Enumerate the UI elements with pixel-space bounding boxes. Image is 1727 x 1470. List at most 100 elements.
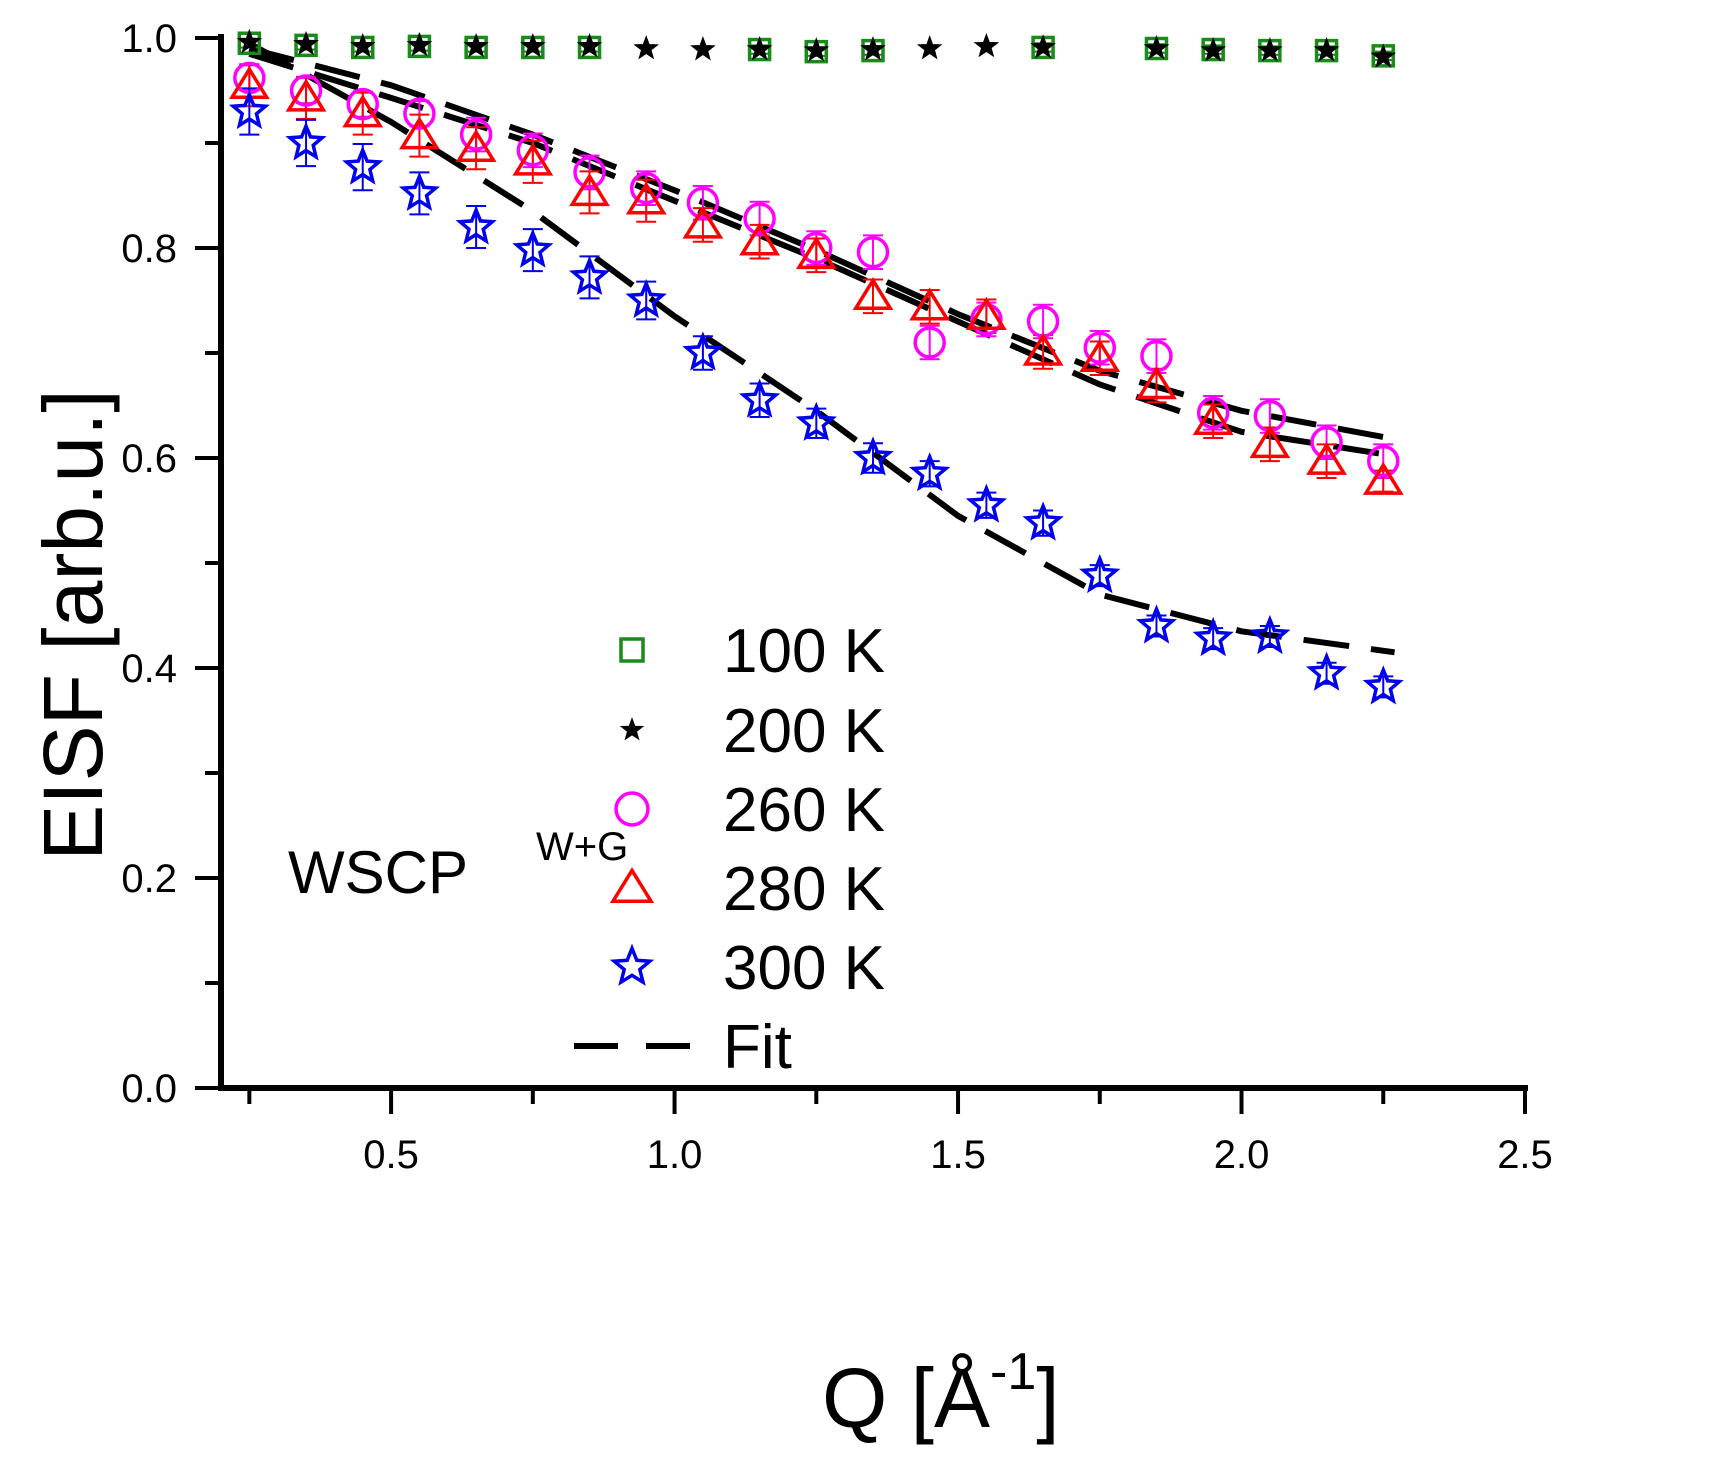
legend-label: 260 K: [723, 776, 885, 845]
data-point: [398, 171, 441, 212]
data-point: [739, 222, 781, 256]
y-tick-label: 0.6: [121, 437, 177, 481]
data-point: [1143, 35, 1170, 60]
x-axis-label-exponent: -1: [990, 1343, 1036, 1401]
data-point: [512, 142, 554, 176]
data-point: [795, 401, 837, 441]
data-point: [1083, 331, 1117, 364]
data-point: [913, 326, 946, 359]
y-tick-label: 0.8: [121, 227, 177, 271]
y-tick-label: 1.0: [121, 17, 177, 61]
data-point: [403, 97, 436, 130]
data-point: [1200, 37, 1226, 62]
legend: 100 K 200 K 260 K 280 K 300 K Fit: [574, 617, 885, 1082]
data-point: [682, 331, 724, 371]
y-tick-label: 0.4: [121, 647, 177, 691]
fit-lines: [247, 40, 1396, 656]
data-point: [399, 116, 440, 150]
data-point: [512, 228, 554, 268]
data-point: [1192, 616, 1234, 657]
data-point: [228, 89, 270, 130]
data-point: [342, 94, 384, 128]
data-point: [909, 452, 951, 492]
data-point: [1192, 401, 1234, 435]
data-point: [459, 118, 493, 151]
data-point: [916, 35, 943, 60]
x-tick-label: 0.5: [363, 1133, 419, 1177]
ticks: 0.5 1.0 1.5 2.0 2.5 0.0 0.2 0.4 0.6 0.8 1.0: [121, 17, 1552, 1177]
data-point: [1310, 426, 1343, 459]
data-point: [293, 30, 319, 56]
data-point: [973, 32, 1000, 58]
data-point: [1362, 461, 1404, 495]
legend-label: 280 K: [723, 855, 885, 924]
data-point: [1370, 43, 1397, 68]
x-axis-label-close: ]: [1036, 1351, 1059, 1445]
data-point: [743, 202, 776, 235]
data-point: [860, 36, 886, 61]
x-tick-label: 1.0: [647, 1133, 703, 1177]
data-point: [342, 145, 384, 185]
data-point: [970, 303, 1003, 336]
data-point: [682, 205, 724, 239]
legend-marker: [609, 943, 655, 986]
data-point: [346, 87, 379, 121]
data-point: [1249, 614, 1291, 655]
x-tick-label: 2.0: [1214, 1133, 1270, 1177]
data-point: [1367, 444, 1400, 478]
data-point: [1249, 425, 1291, 459]
data-point: [569, 173, 610, 207]
data-point: [1257, 37, 1283, 62]
data-point: [909, 287, 951, 321]
axes: [218, 34, 1528, 1091]
x-axis-label: Q [Å-1]: [822, 1343, 1060, 1445]
data-point: [406, 31, 433, 57]
data-point: [285, 78, 327, 112]
data-point: [1313, 37, 1340, 62]
x-tick-label: 1.5: [930, 1133, 986, 1177]
data-point: [690, 36, 716, 61]
data-point: [803, 37, 830, 62]
data-point: [746, 36, 773, 61]
data-point: [1362, 665, 1404, 705]
legend-marker: [619, 717, 645, 741]
data-point: [1196, 396, 1230, 430]
data-point: [800, 231, 833, 265]
error-bars: [239, 38, 1394, 699]
data-point: [795, 236, 837, 270]
x-axis-label-main: Q [Å: [822, 1351, 990, 1445]
data-point: [625, 278, 667, 319]
legend-label: Fit: [723, 1013, 792, 1082]
data-point: [625, 181, 667, 215]
data-point: [568, 255, 611, 296]
data-point: [576, 32, 603, 58]
y-tick-label: 0.2: [121, 857, 177, 901]
data-point: [516, 134, 550, 167]
data-point: [520, 32, 546, 58]
data-point: [856, 235, 890, 269]
legend-marker: [614, 791, 650, 827]
data-point: [1305, 651, 1348, 691]
data-point: [965, 483, 1008, 523]
data-point: [455, 128, 497, 162]
data-point: [285, 121, 327, 161]
x-tick-label: 2.5: [1497, 1133, 1553, 1177]
data-point: [686, 186, 720, 220]
data-point: [852, 436, 894, 476]
annotation-label: WSCP: [288, 839, 468, 906]
data-point: [1135, 604, 1178, 644]
data-point: [738, 378, 781, 418]
data-points: [228, 28, 1404, 705]
y-axis-label: EISF [arb.u.]: [26, 389, 120, 861]
data-point: [1079, 553, 1121, 594]
data-point: [1306, 441, 1347, 475]
data-point: [633, 35, 659, 60]
legend-label: 200 K: [723, 697, 885, 766]
legend-marker: [609, 867, 655, 903]
data-point: [236, 28, 263, 54]
data-point: [965, 296, 1007, 330]
data-point: [1022, 332, 1064, 366]
annotation-superscript: W+G: [536, 825, 628, 869]
data-point: [629, 171, 663, 205]
